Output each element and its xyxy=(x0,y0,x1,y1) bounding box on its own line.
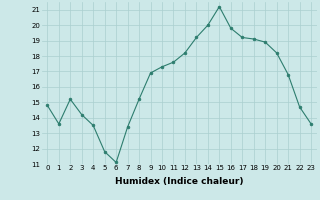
X-axis label: Humidex (Indice chaleur): Humidex (Indice chaleur) xyxy=(115,177,244,186)
